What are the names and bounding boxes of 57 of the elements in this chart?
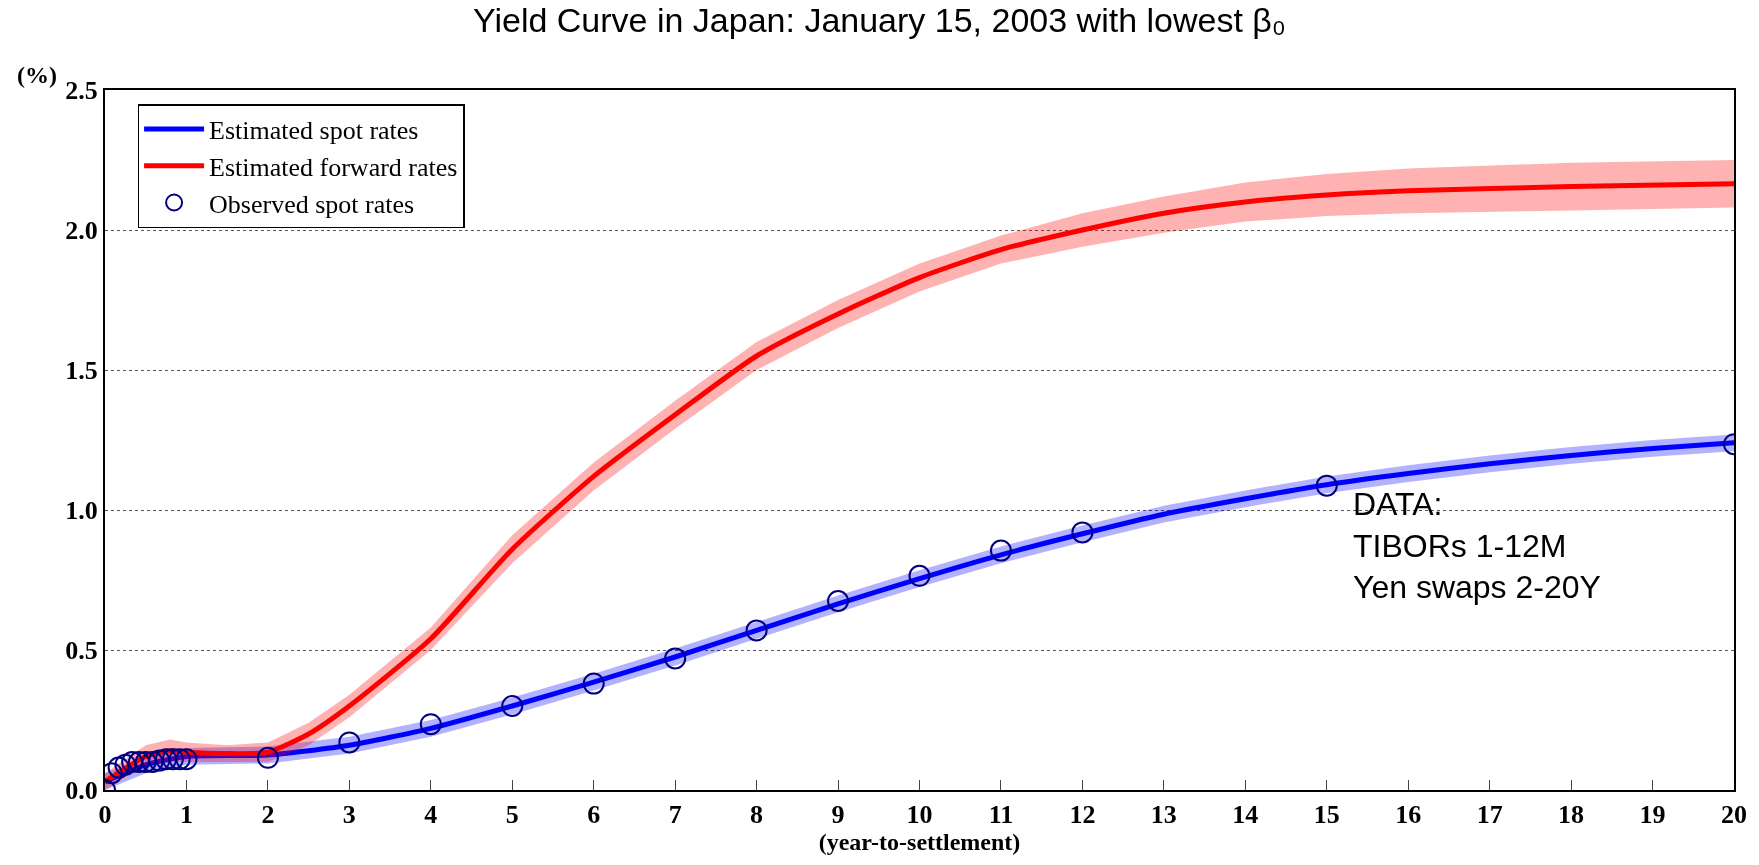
- point: [827, 590, 850, 612]
- y-tick-label: 1.0: [65, 496, 98, 526]
- legend-label: Estimated spot rates: [209, 116, 419, 146]
- legend-label: Estimated forward rates: [209, 152, 458, 182]
- x-tick-label: 1: [179, 800, 193, 830]
- x-tick-label: 7: [668, 800, 682, 830]
- x-tick-label: 17: [1476, 800, 1503, 830]
- point: [419, 713, 442, 736]
- point: [1071, 521, 1094, 544]
- point: [989, 539, 1012, 562]
- y-tick-label: 1.5: [65, 356, 98, 386]
- point: [256, 746, 279, 769]
- point: [107, 756, 130, 779]
- x-tick-label: 11: [988, 800, 1014, 830]
- x-tick-label: 10: [906, 800, 933, 830]
- x-tick-label: 6: [587, 800, 601, 830]
- point: [175, 748, 198, 771]
- point: [134, 751, 157, 773]
- point: [168, 748, 191, 771]
- x-tick-label: 9: [831, 800, 845, 830]
- y-tick-label: 2.5: [65, 76, 98, 106]
- point: [161, 748, 184, 771]
- point: [664, 647, 687, 670]
- x-tick-label: 3: [342, 800, 356, 830]
- x-tick-label: 14: [1232, 800, 1259, 830]
- x-tick-label: 18: [1558, 800, 1585, 830]
- x-tick-label: 2: [261, 800, 275, 830]
- point: [121, 751, 144, 773]
- point: [501, 695, 524, 717]
- point: [908, 564, 931, 587]
- annotation: DATA: TIBORs 1-12M Yen swaps 2-20Y: [1353, 486, 1601, 606]
- point: [338, 731, 361, 754]
- x-tick-label: 4: [424, 800, 438, 830]
- chart-title: Yield Curve in Japan: January 15, 2003 with lowest β₀: [473, 1, 1286, 40]
- x-tick-label: 0: [98, 800, 112, 830]
- point: [1315, 474, 1338, 497]
- x-tick-label: 16: [1395, 800, 1422, 830]
- y-tick-label: 0.0: [65, 776, 98, 806]
- point: [582, 672, 605, 695]
- legend-label: Observed spot rates: [209, 189, 415, 219]
- x-tick-label: 5: [505, 800, 519, 830]
- point: [155, 748, 178, 771]
- point: [127, 751, 150, 773]
- y-axis-title: (%): [17, 62, 57, 88]
- x-tick-label: 19: [1639, 800, 1666, 830]
- x-tick-label: 15: [1313, 800, 1340, 830]
- point: [114, 753, 137, 776]
- point: [745, 619, 768, 642]
- point: [148, 749, 171, 772]
- y-tick-label: 2.0: [65, 216, 98, 246]
- x-tick-label: 12: [1069, 800, 1096, 830]
- y-tick-label: 0.5: [65, 636, 98, 666]
- x-tick-label: 8: [750, 800, 764, 830]
- x-axis-title: (year-to-settlement): [818, 829, 1021, 856]
- x-tick-label: 13: [1150, 800, 1177, 830]
- x-tick-label: 20: [1721, 800, 1747, 830]
- point: [141, 751, 164, 773]
